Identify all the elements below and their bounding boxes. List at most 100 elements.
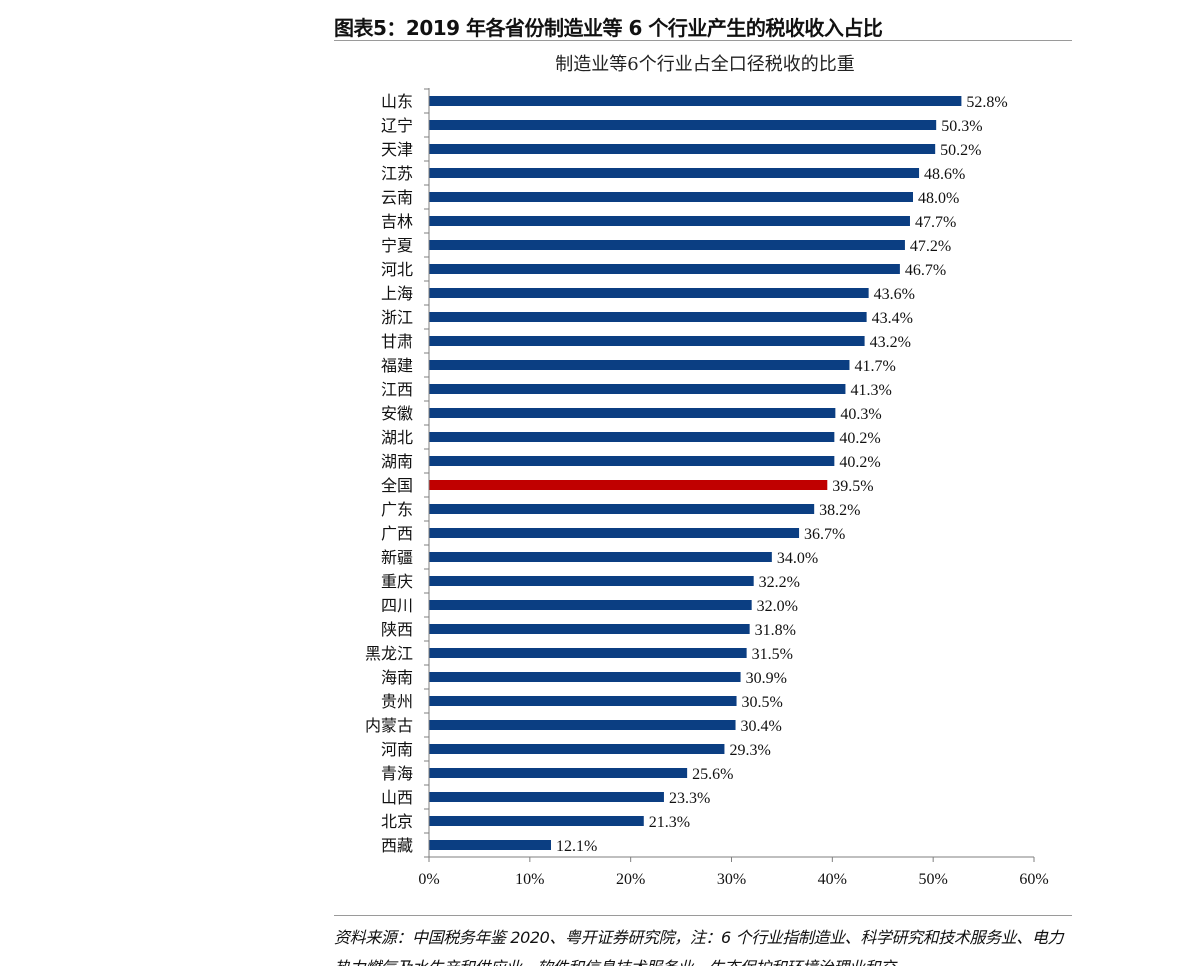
category-label: 海南	[381, 668, 413, 687]
category-label: 新疆	[381, 548, 413, 567]
chart-title: 制造业等6个行业占全口径税收的比重	[555, 54, 854, 75]
category-label: 天津	[381, 140, 413, 159]
value-label: 41.3%	[850, 382, 891, 399]
heading-divider	[334, 40, 1072, 41]
category-label: 山东	[381, 92, 413, 111]
value-label: 46.7%	[905, 262, 946, 279]
bar-chart: 制造业等6个行业占全口径税收的比重 山东辽宁天津江苏云南吉林宁夏河北上海浙江甘肃…	[365, 54, 1049, 888]
category-label: 江苏	[381, 164, 413, 183]
value-label: 40.2%	[839, 430, 880, 447]
value-label: 30.9%	[746, 670, 787, 687]
x-tick-label: 60%	[1019, 871, 1048, 888]
bar	[429, 408, 836, 418]
value-label: 36.7%	[804, 526, 845, 543]
bar	[429, 216, 910, 226]
category-label: 全国	[381, 476, 413, 495]
value-label: 29.3%	[729, 742, 770, 759]
value-label: 43.2%	[870, 334, 911, 351]
category-label: 河南	[381, 740, 413, 759]
value-label: 41.7%	[854, 358, 895, 375]
category-label: 湖北	[381, 428, 413, 447]
category-label: 山西	[381, 788, 413, 807]
category-label: 广东	[381, 500, 413, 519]
value-label: 25.6%	[692, 766, 733, 783]
category-label: 上海	[381, 284, 413, 303]
bar	[429, 240, 905, 250]
value-label: 32.0%	[757, 598, 798, 615]
category-label: 浙江	[381, 308, 413, 327]
value-label: 34.0%	[777, 550, 818, 567]
value-labels: 52.8% 50.3% 50.2% 48.6% 48.0% 47.7% 47.2% 46.7%…	[556, 94, 1008, 855]
value-label: 50.3%	[941, 118, 982, 135]
value-label: 31.8%	[755, 622, 796, 639]
bar	[429, 288, 869, 298]
bar	[429, 360, 850, 370]
bar	[429, 576, 754, 586]
value-label: 40.3%	[840, 406, 881, 423]
x-tick-label: 40%	[818, 871, 847, 888]
bar	[429, 432, 835, 442]
value-label: 48.0%	[918, 190, 959, 207]
bar	[429, 816, 644, 826]
bar	[429, 120, 937, 130]
bar	[429, 744, 725, 754]
category-label: 西藏	[381, 836, 413, 855]
category-label: 辽宁	[381, 116, 413, 135]
value-label: 52.8%	[966, 94, 1007, 111]
x-tick-label: 50%	[919, 871, 948, 888]
value-label: 47.2%	[910, 238, 951, 255]
x-tick-label: 30%	[717, 871, 746, 888]
category-label: 内蒙古	[365, 716, 413, 735]
bars-layer	[429, 96, 962, 850]
category-label: 甘肃	[381, 332, 413, 351]
bar	[429, 528, 800, 538]
category-label: 重庆	[381, 572, 413, 591]
bar	[429, 552, 772, 562]
bar	[429, 144, 936, 154]
value-label: 40.2%	[839, 454, 880, 471]
bar	[429, 456, 835, 466]
category-label: 四川	[381, 596, 413, 615]
value-label: 12.1%	[556, 838, 597, 855]
x-tick-label: 0%	[418, 871, 439, 888]
bar	[429, 840, 552, 850]
category-label: 河北	[381, 260, 413, 279]
bar	[429, 336, 865, 346]
bar	[429, 648, 747, 658]
category-label: 广西	[381, 524, 413, 543]
bar	[429, 768, 688, 778]
x-axis: 0% 10% 20% 30% 40% 50% 60%	[418, 88, 1049, 888]
bar	[429, 672, 741, 682]
category-label: 陕西	[381, 620, 413, 639]
x-tick-label: 10%	[515, 871, 544, 888]
value-label: 32.2%	[759, 574, 800, 591]
value-label: 48.6%	[924, 166, 965, 183]
category-label: 青海	[381, 764, 413, 783]
x-tick-label: 20%	[616, 871, 645, 888]
value-label: 31.5%	[752, 646, 793, 663]
value-label: 43.4%	[872, 310, 913, 327]
source-footnote: 资料来源：中国税务年鉴 2020、粤开证券研究院，注：6 个行业指制造业、科学研…	[334, 928, 1064, 966]
bar	[429, 168, 920, 178]
category-labels: 山东辽宁天津江苏云南吉林宁夏河北上海浙江甘肃福建江西安徽湖北湖南全国广东广西新疆…	[365, 92, 413, 855]
bar	[429, 792, 664, 802]
bar-highlight	[429, 480, 828, 490]
category-label: 福建	[381, 356, 413, 375]
value-label: 39.5%	[832, 478, 873, 495]
value-label: 50.2%	[940, 142, 981, 159]
value-label: 47.7%	[915, 214, 956, 231]
category-label: 吉林	[381, 212, 413, 231]
bar	[429, 264, 900, 274]
bar	[429, 384, 846, 394]
category-label: 贵州	[381, 692, 413, 711]
category-label: 黑龙江	[365, 644, 413, 663]
bar	[429, 720, 736, 730]
footnote-divider	[334, 915, 1072, 916]
category-label: 云南	[381, 188, 413, 207]
value-label: 23.3%	[669, 790, 710, 807]
value-label: 43.6%	[874, 286, 915, 303]
bar	[429, 192, 913, 202]
bar	[429, 96, 962, 106]
bar	[429, 696, 737, 706]
value-label: 38.2%	[819, 502, 860, 519]
